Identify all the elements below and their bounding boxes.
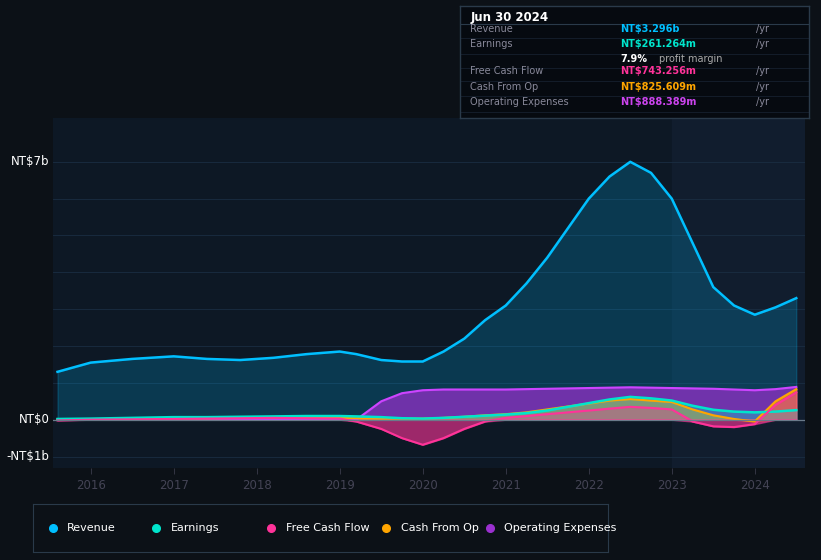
Text: Earnings: Earnings: [470, 39, 513, 49]
Text: NT$261.264m: NT$261.264m: [621, 39, 696, 49]
Text: Earnings: Earnings: [171, 523, 219, 533]
Text: Revenue: Revenue: [470, 24, 513, 34]
Text: NT$7b: NT$7b: [11, 155, 49, 169]
Text: Free Cash Flow: Free Cash Flow: [470, 66, 544, 76]
Text: Operating Expenses: Operating Expenses: [470, 97, 569, 108]
Text: Operating Expenses: Operating Expenses: [504, 523, 617, 533]
Text: /yr: /yr: [756, 82, 769, 92]
Text: NT$3.296b: NT$3.296b: [621, 24, 680, 34]
Text: NT$0: NT$0: [19, 413, 49, 426]
Bar: [672, 118, 805, 468]
Text: /yr: /yr: [756, 39, 769, 49]
Text: /yr: /yr: [756, 24, 769, 34]
Text: NT$743.256m: NT$743.256m: [621, 66, 696, 76]
Text: Cash From Op: Cash From Op: [401, 523, 479, 533]
Text: Jun 30 2024: Jun 30 2024: [470, 11, 548, 24]
Text: Cash From Op: Cash From Op: [470, 82, 539, 92]
Text: NT$825.609m: NT$825.609m: [621, 82, 696, 92]
Text: /yr: /yr: [756, 97, 769, 108]
Text: /yr: /yr: [756, 66, 769, 76]
Text: Free Cash Flow: Free Cash Flow: [286, 523, 369, 533]
Text: Revenue: Revenue: [67, 523, 116, 533]
Text: NT$888.389m: NT$888.389m: [621, 97, 697, 108]
Text: profit margin: profit margin: [658, 54, 722, 64]
Text: 7.9%: 7.9%: [621, 54, 647, 64]
Text: -NT$1b: -NT$1b: [7, 450, 49, 463]
